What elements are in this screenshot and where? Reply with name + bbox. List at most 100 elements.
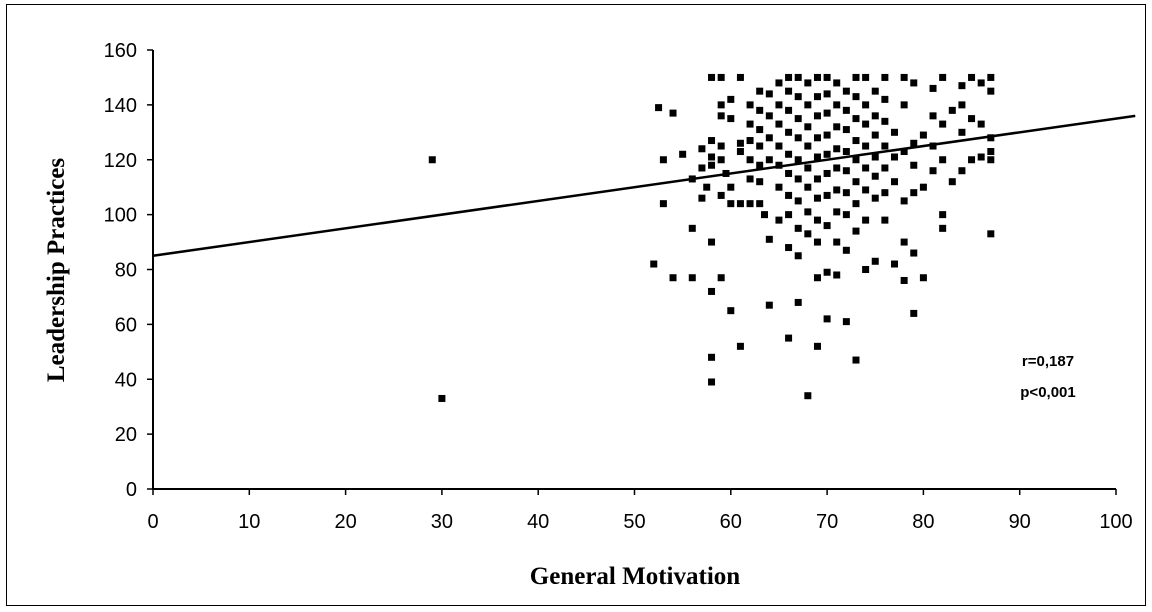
- data-point: [659, 156, 667, 164]
- data-point: [438, 394, 446, 402]
- data-point: [756, 142, 764, 150]
- data-point: [987, 148, 995, 156]
- data-point: [852, 115, 860, 123]
- data-point: [765, 90, 773, 98]
- data-point: [823, 109, 831, 117]
- data-point: [862, 142, 870, 150]
- data-point: [669, 274, 677, 282]
- data-point: [987, 156, 995, 164]
- data-point: [756, 161, 764, 169]
- data-points: [428, 73, 995, 402]
- y-tick-label: 80: [115, 260, 137, 282]
- data-point: [900, 197, 908, 205]
- data-point: [794, 252, 802, 260]
- data-point: [862, 186, 870, 194]
- data-point: [862, 73, 870, 81]
- data-point: [775, 142, 783, 150]
- x-tick-label: 40: [527, 511, 549, 533]
- data-point: [939, 73, 947, 81]
- data-point: [833, 238, 841, 246]
- data-point: [871, 131, 879, 139]
- data-point: [708, 153, 716, 161]
- data-point: [659, 200, 667, 208]
- data-point: [910, 249, 918, 257]
- data-point: [794, 156, 802, 164]
- data-point: [939, 120, 947, 128]
- data-point: [968, 73, 976, 81]
- data-point: [708, 378, 716, 386]
- data-point: [717, 191, 725, 199]
- data-point: [717, 101, 725, 109]
- data-point: [794, 298, 802, 306]
- y-axis-title: Leadership Practices: [43, 158, 70, 383]
- x-tick-label: 80: [912, 511, 934, 533]
- data-point: [823, 73, 831, 81]
- data-point: [842, 318, 850, 326]
- data-point: [939, 224, 947, 232]
- data-point: [794, 134, 802, 142]
- data-point: [900, 276, 908, 284]
- data-point: [823, 169, 831, 177]
- data-point: [804, 79, 812, 87]
- data-point: [703, 183, 711, 191]
- data-point: [958, 82, 966, 90]
- data-point: [833, 271, 841, 279]
- data-point: [987, 73, 995, 81]
- data-point: [881, 95, 889, 103]
- data-point: [765, 134, 773, 142]
- data-point: [813, 194, 821, 202]
- data-point: [775, 120, 783, 128]
- data-point: [794, 115, 802, 123]
- data-point: [823, 315, 831, 323]
- data-point: [871, 172, 879, 180]
- data-point: [842, 106, 850, 114]
- data-point: [765, 112, 773, 120]
- data-point: [958, 101, 966, 109]
- data-point: [891, 153, 899, 161]
- y-tick-label: 40: [115, 369, 137, 391]
- data-point: [804, 101, 812, 109]
- trendline-group: [152, 114, 1136, 258]
- data-point: [785, 191, 793, 199]
- data-point: [756, 126, 764, 134]
- data-point: [987, 87, 995, 95]
- data-point: [785, 150, 793, 158]
- data-point: [881, 164, 889, 172]
- data-point: [756, 200, 764, 208]
- data-point: [968, 156, 976, 164]
- data-point: [842, 189, 850, 197]
- x-tick-label: 10: [238, 511, 260, 533]
- data-point: [842, 87, 850, 95]
- data-point: [785, 106, 793, 114]
- data-point: [813, 134, 821, 142]
- data-point: [727, 183, 735, 191]
- x-tick-label: 100: [1099, 511, 1132, 533]
- data-point: [919, 131, 927, 139]
- data-point: [891, 260, 899, 268]
- x-tick-label: 90: [1009, 511, 1031, 533]
- data-point: [900, 101, 908, 109]
- data-point: [881, 216, 889, 224]
- data-point: [736, 148, 744, 156]
- data-point: [862, 120, 870, 128]
- data-point: [804, 183, 812, 191]
- data-point: [852, 93, 860, 101]
- data-point: [948, 106, 956, 114]
- data-point: [977, 79, 985, 87]
- data-point: [852, 156, 860, 164]
- data-point: [688, 274, 696, 282]
- data-point: [794, 197, 802, 205]
- data-point: [823, 191, 831, 199]
- data-point: [717, 112, 725, 120]
- data-point: [910, 161, 918, 169]
- data-point: [746, 175, 754, 183]
- data-point: [708, 287, 716, 295]
- data-point: [939, 156, 947, 164]
- data-point: [900, 148, 908, 156]
- data-point: [708, 161, 716, 169]
- data-point: [746, 120, 754, 128]
- data-point: [813, 274, 821, 282]
- data-point: [785, 73, 793, 81]
- data-point: [736, 73, 744, 81]
- data-point: [746, 101, 754, 109]
